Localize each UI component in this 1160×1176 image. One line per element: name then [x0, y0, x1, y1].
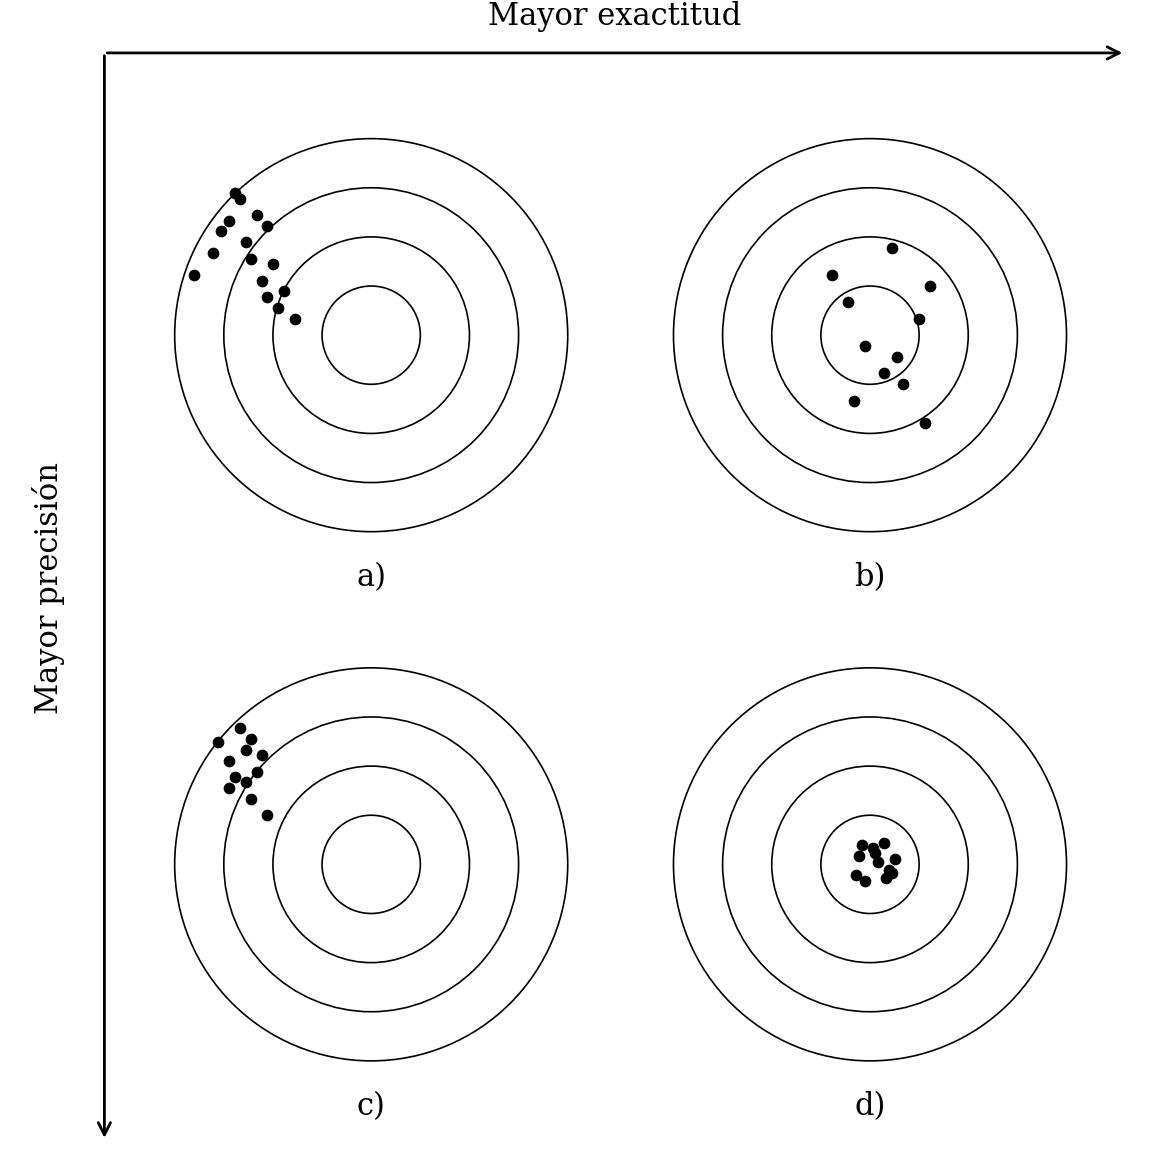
Point: [885, 849, 904, 868]
Point: [241, 729, 260, 748]
Point: [204, 243, 223, 262]
Point: [263, 255, 282, 274]
Point: [241, 249, 260, 268]
Point: [875, 833, 893, 851]
Point: [237, 773, 255, 791]
Point: [879, 861, 898, 880]
Point: [855, 336, 873, 355]
Point: [231, 719, 249, 737]
Text: Mayor exactitud: Mayor exactitud: [488, 1, 741, 32]
Point: [259, 288, 277, 307]
Point: [844, 392, 863, 410]
Point: [225, 768, 244, 787]
Point: [259, 216, 277, 235]
Point: [259, 806, 277, 824]
Point: [863, 838, 882, 857]
Point: [855, 871, 873, 890]
Point: [275, 282, 293, 301]
Point: [220, 212, 239, 230]
Point: [915, 413, 934, 432]
Point: [247, 762, 266, 781]
Point: [847, 866, 865, 884]
Point: [285, 309, 304, 328]
Point: [220, 779, 239, 797]
Point: [877, 869, 896, 888]
Point: [253, 746, 271, 764]
Point: [909, 309, 928, 328]
Text: Mayor precisión: Mayor precisión: [32, 462, 65, 714]
Text: c): c): [357, 1091, 385, 1122]
Point: [822, 266, 841, 285]
Point: [241, 789, 260, 808]
Point: [253, 272, 271, 290]
Point: [893, 375, 912, 394]
Text: b): b): [854, 562, 886, 593]
Point: [875, 363, 893, 382]
Point: [212, 222, 231, 241]
Point: [269, 299, 288, 318]
Text: d): d): [854, 1091, 886, 1122]
Point: [921, 276, 940, 295]
Point: [850, 847, 869, 866]
Point: [220, 751, 239, 770]
Point: [237, 233, 255, 252]
Point: [883, 239, 901, 258]
Point: [889, 348, 907, 367]
Point: [867, 844, 885, 863]
Point: [225, 183, 244, 202]
Point: [883, 863, 901, 882]
Point: [184, 266, 203, 285]
Point: [209, 733, 227, 751]
Point: [839, 293, 857, 312]
Point: [869, 853, 887, 871]
Text: a): a): [356, 562, 386, 593]
Point: [247, 206, 266, 225]
Point: [853, 836, 871, 855]
Point: [237, 741, 255, 760]
Point: [231, 189, 249, 208]
